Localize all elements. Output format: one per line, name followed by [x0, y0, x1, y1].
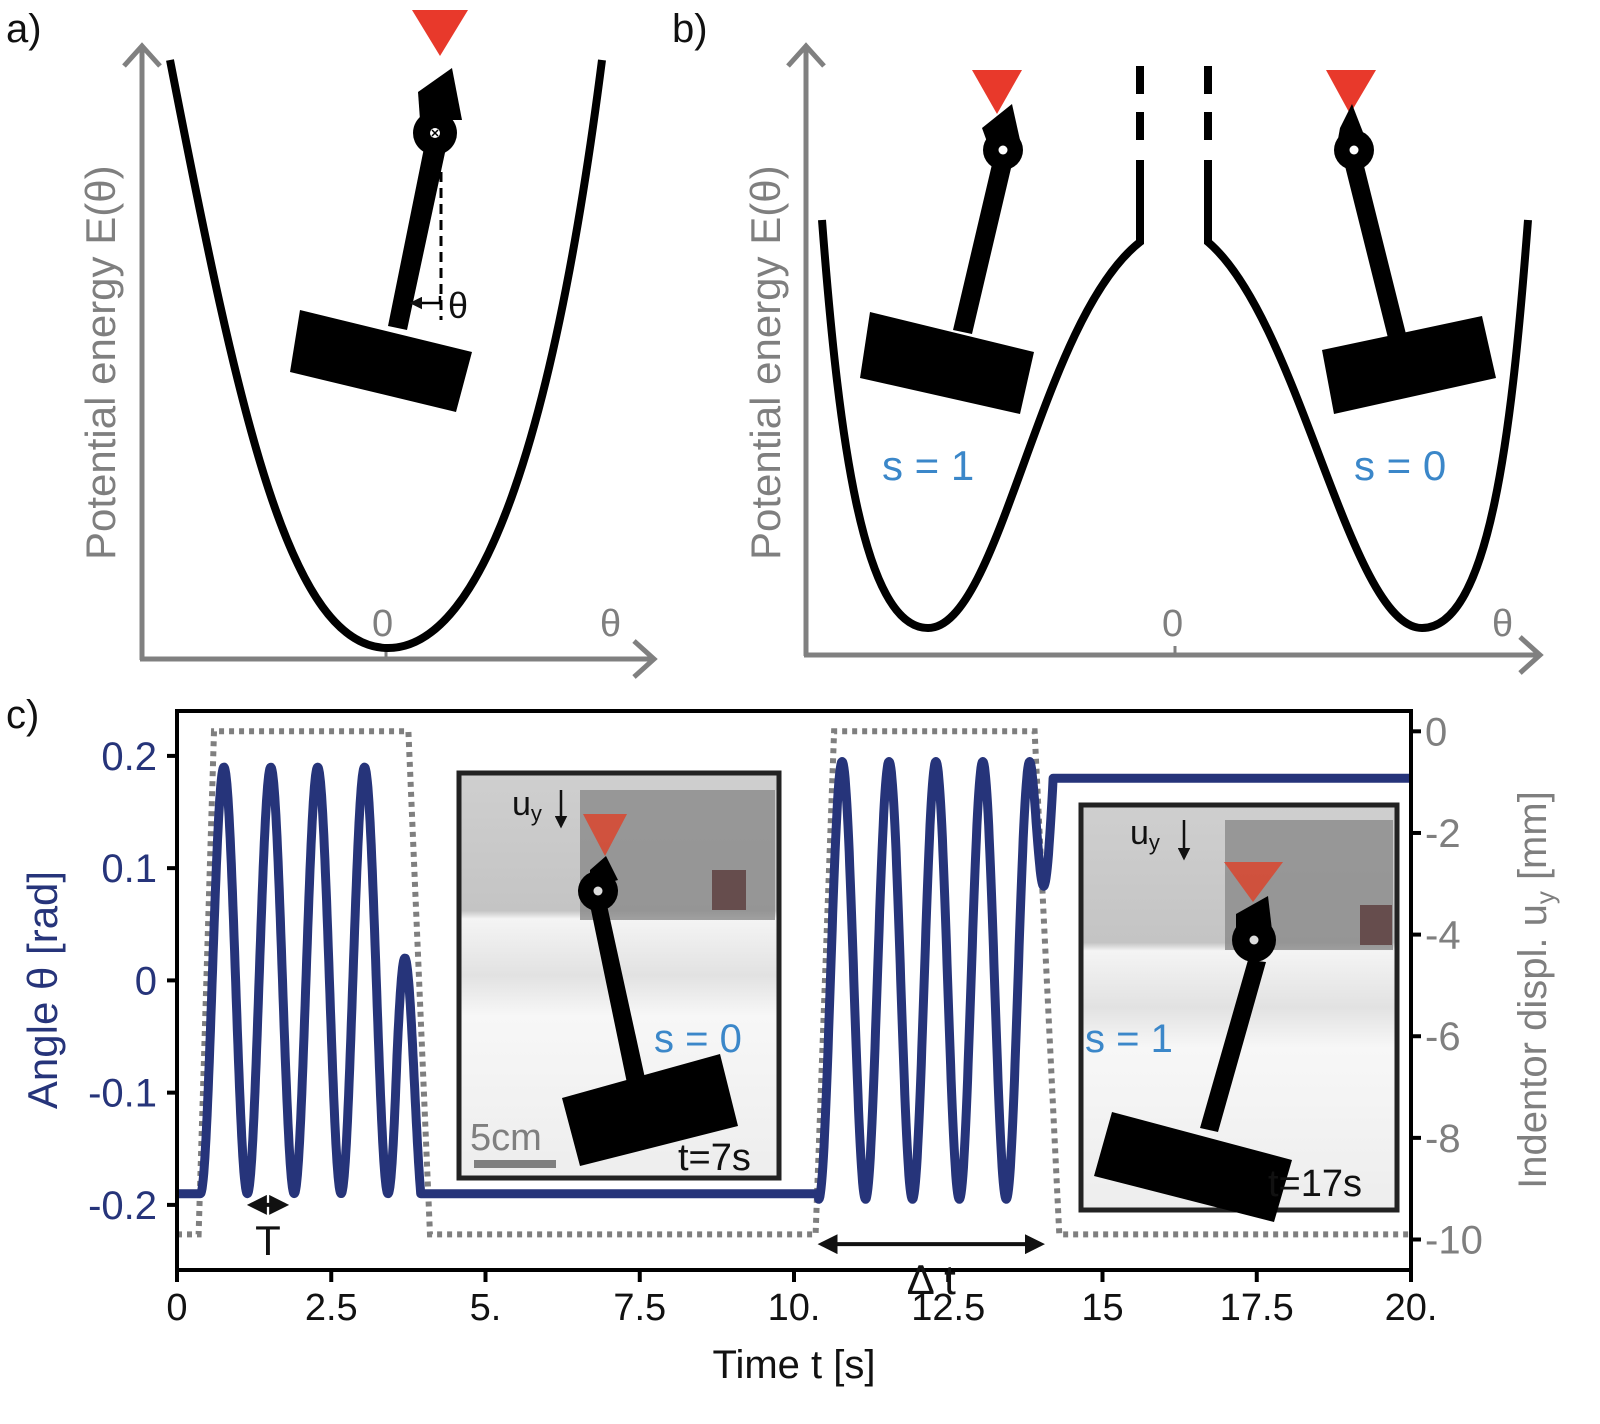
panel-b-pendulum-left-icon: [860, 104, 1034, 414]
inset-s1-uy-label: uy: [1130, 814, 1160, 855]
x-tick-label: 17.5: [1220, 1287, 1294, 1329]
inset-s0: uy s = 0 5cm t=7s: [456, 770, 782, 1181]
inset-s0-scale-bar: [474, 1160, 556, 1168]
y2-tick-label: -2: [1425, 812, 1461, 856]
angle-series-layer: [178, 757, 1410, 1204]
panel-a-pendulum-icon: [290, 68, 472, 412]
panel-a-angle-label: θ: [448, 285, 468, 326]
panel-a-energy-curve: [166, 59, 606, 653]
y-axis-label: Angle θ [rad]: [19, 871, 66, 1109]
inset-s0-uy-label: uy: [512, 785, 542, 826]
panel-a-axes: [122, 42, 658, 679]
x-tick-label: 2.5: [305, 1287, 358, 1329]
panel-a-indentor-icon: [412, 10, 468, 56]
inset-s1: uy s = 1 t=17s: [1078, 802, 1400, 1222]
panel-b-indentor-left-icon: [972, 70, 1022, 114]
inset-s1-pendulum-icon: [1094, 896, 1292, 1222]
series-displacement-line: [178, 728, 1410, 1238]
inset-s0-indentor-icon: [583, 814, 627, 856]
panel-b: b) Potential energy E(θ) 0 θ: [672, 7, 1544, 675]
panel-a-y-arrow-icon: [122, 42, 162, 68]
panel-b-xlabel: θ: [1492, 603, 1513, 645]
panel-b-label: b): [672, 7, 708, 51]
x-tick-label: 12.5: [911, 1287, 985, 1329]
x-tick-label: 7.5: [613, 1287, 666, 1329]
inset-s0-time: t=7s: [678, 1137, 751, 1179]
panel-b-energy-curve-right: [1204, 160, 1532, 633]
x-tick-label: 10.: [768, 1287, 821, 1329]
panel-b-ylabel: Potential energy E(θ): [742, 165, 789, 560]
inset-s1-state: s = 1: [1085, 1017, 1173, 1061]
y2-axis-ticks: 0 -2 -4 -6 -8 -10: [1411, 710, 1483, 1263]
panel-b-state-right: s = 0: [1354, 442, 1446, 489]
y2-tick-label: -4: [1425, 914, 1461, 958]
y2-axis-label: Indentor displ. uy [mm]: [1511, 791, 1560, 1189]
x-axis-ticks: 0 2.5 5. 7.5 10. 12.5 15 17.5 20.: [166, 1270, 1437, 1329]
y-axis-ticks: 0.2 0.1 0 -0.1 -0.2: [88, 735, 177, 1228]
panel-b-x-arrow-icon: [1518, 635, 1544, 675]
series-angle-line: [178, 757, 1410, 1204]
annotation-label: Δ t: [907, 1256, 956, 1303]
x-tick-label: 5.: [470, 1287, 502, 1329]
inset-s1-time: t=17s: [1268, 1163, 1362, 1205]
panel-a-label: a): [6, 7, 42, 51]
y-tick-label: -0.1: [88, 1072, 157, 1116]
inset-s0-pendulum-icon: [562, 856, 738, 1166]
y-tick-label: -0.2: [88, 1184, 157, 1228]
panel-b-state-left: s = 1: [882, 442, 974, 489]
panel-a-ylabel: Potential energy E(θ): [77, 165, 124, 560]
annotations: TΔ t: [246, 1194, 1045, 1303]
panel-b-axes: [786, 42, 1544, 675]
panel-b-zero-label: 0: [1162, 603, 1183, 645]
y2-tick-label: -10: [1425, 1219, 1483, 1263]
y2-tick-label: 0: [1425, 710, 1447, 754]
y2-tick-label: -8: [1425, 1117, 1461, 1161]
inset-s1-indentor-icon: [1224, 862, 1283, 902]
panel-a-zero-label: 0: [372, 603, 393, 645]
inset-s0-state: s = 0: [654, 1017, 742, 1061]
inset-s0-connector: [712, 870, 746, 910]
x-tick-label: 0: [166, 1287, 187, 1329]
panel-a-x-arrow-icon: [632, 639, 658, 679]
panel-b-pendulum-right-icon: [1322, 104, 1496, 414]
x-tick-label: 20.: [1385, 1287, 1438, 1329]
series-layer: [178, 728, 1410, 1238]
annotation-label: T: [255, 1217, 281, 1264]
y-tick-label: 0.2: [101, 735, 157, 779]
y-tick-label: 0: [135, 959, 157, 1003]
panel-a-xlabel: θ: [600, 603, 621, 645]
inset-s0-scale-label: 5cm: [470, 1117, 542, 1159]
panel-b-energy-curve-left: [818, 160, 1144, 633]
inset-s1-connector: [1360, 905, 1392, 945]
y2-tick-label: -6: [1425, 1015, 1461, 1059]
panel-c-label: c): [6, 693, 39, 737]
y-tick-label: 0.1: [101, 847, 157, 891]
panel-c: c) uy s = 0 5cm t=7s: [6, 693, 1560, 1387]
panel-a: a) Potential energy E(θ) 0 θ θ: [6, 7, 658, 679]
x-axis-label: Time t [s]: [713, 1343, 876, 1387]
panel-a-angle-arrow-icon: [409, 296, 442, 310]
panel-b-indentor-right-icon: [1326, 70, 1376, 114]
x-tick-label: 15: [1081, 1287, 1123, 1329]
panel-b-y-arrow-icon: [786, 42, 826, 68]
